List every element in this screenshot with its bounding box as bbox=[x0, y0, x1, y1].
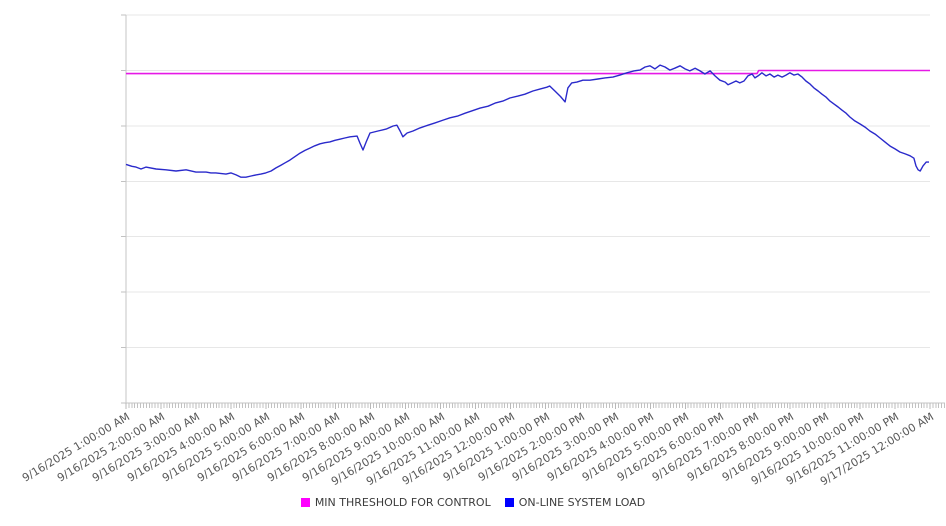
series-on-line-system-load bbox=[125, 64, 929, 178]
chart-legend: MIN THRESHOLD FOR CONTROL ON-LINE SYSTEM… bbox=[0, 496, 946, 509]
legend-label: ON-LINE SYSTEM LOAD bbox=[518, 496, 646, 509]
legend-item-min-threshold[interactable]: MIN THRESHOLD FOR CONTROL bbox=[300, 496, 491, 509]
legend-item-online-system-load[interactable]: ON-LINE SYSTEM LOAD bbox=[504, 496, 646, 509]
online-system-load-swatch-icon bbox=[504, 498, 514, 507]
legend-label: MIN THRESHOLD FOR CONTROL bbox=[314, 496, 491, 509]
series-min-threshold-for-control bbox=[126, 69, 930, 75]
min-threshold-swatch-icon bbox=[300, 498, 310, 507]
